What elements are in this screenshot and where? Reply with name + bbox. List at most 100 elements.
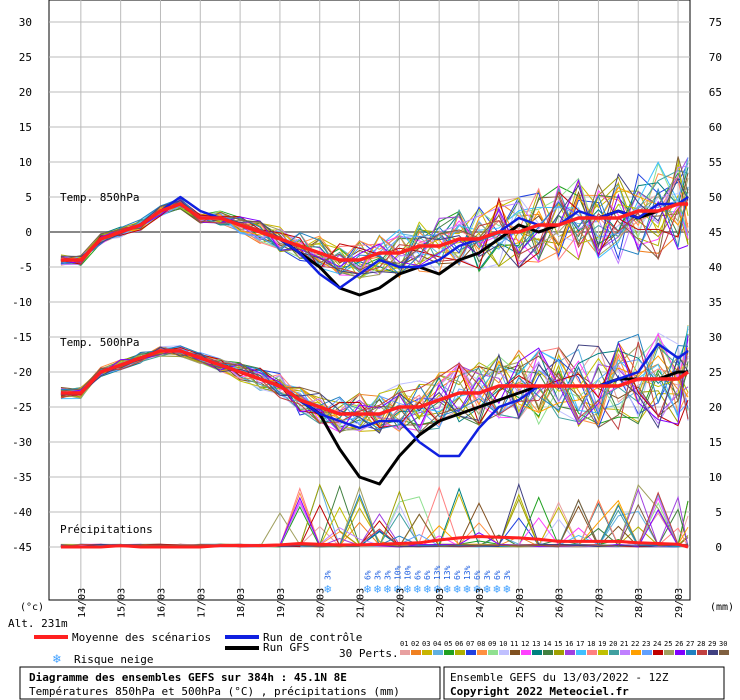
pert-swatch (565, 650, 575, 655)
legend-snow-label: Risque neige (74, 653, 153, 666)
pert-swatch (411, 650, 421, 655)
legend-perts-label: 30 Perts. (339, 647, 399, 660)
pert-850-line (60, 186, 689, 276)
left-tick-label: 25 (19, 51, 32, 64)
grid (48, 0, 691, 601)
date-tick-label: 22/03 (395, 588, 406, 618)
pert-number: 29 (708, 640, 716, 648)
left-tick-label: 5 (25, 191, 32, 204)
pert-number: 28 (697, 640, 705, 648)
pert-swatch (521, 650, 531, 655)
date-tick-label: 29/03 (674, 588, 685, 618)
pert-swatch (697, 650, 707, 655)
pert-number: 09 (488, 640, 496, 648)
snowflake-icon: ❄ (394, 582, 401, 596)
pert-swatch (686, 650, 696, 655)
pert-swatch (620, 650, 630, 655)
pert-swatch (488, 650, 498, 655)
pert-swatch (664, 650, 674, 655)
pert-number: 17 (576, 640, 584, 648)
left-tick-label: -25 (12, 401, 32, 414)
snow-risk-label: 3% (373, 570, 382, 580)
pert-swatch (422, 650, 432, 655)
left-tick-label: -35 (12, 471, 32, 484)
pert-swatch (609, 650, 619, 655)
altitude-label: Alt. 231m (8, 617, 68, 630)
snowflake-icon: ❄ (493, 582, 500, 596)
snowflake-icon: ❄ (434, 582, 441, 596)
snow-risk-label: 3% (503, 570, 512, 580)
pert-number: 11 (510, 640, 518, 648)
right-tick-label: 5 (715, 506, 722, 519)
left-tick-label: -30 (12, 436, 32, 449)
pert-swatch (510, 650, 520, 655)
left-tick-label: 0 (25, 226, 32, 239)
panel-label-850: Temp. 850hPa (60, 191, 139, 204)
snowflake-icon: ❄ (483, 582, 490, 596)
pert-number: 04 (433, 640, 441, 648)
pert-swatch (675, 650, 685, 655)
date-axis: 14/03 15/03 16/03 17/03 18/03 19/03 20/03 21/03… (77, 588, 685, 618)
left-tick-label: -15 (12, 331, 32, 344)
left-tick-label: 30 (19, 16, 32, 29)
pert-number: 15 (554, 640, 562, 648)
right-tick-label: 10 (709, 471, 722, 484)
right-tick-label: 20 (709, 401, 722, 414)
snow-risk-label: 6% (364, 570, 373, 580)
pert-500-line (60, 342, 689, 434)
right-tick-label: 25 (709, 366, 722, 379)
snowflake-icon: ❄ (384, 582, 391, 596)
date-tick-label: 16/03 (156, 588, 167, 618)
pert-number: 13 (532, 640, 540, 648)
snow-risk-label: 3% (383, 570, 392, 580)
copyright: Copyright 2022 Meteociel.fr (450, 685, 629, 698)
pert-500-line (60, 325, 689, 426)
pert-swatch (554, 650, 564, 655)
snow-risk-label: 6% (413, 570, 422, 580)
date-tick-label: 19/03 (276, 588, 287, 618)
date-tick-label: 23/03 (435, 588, 446, 618)
pert-number: 06 (455, 640, 463, 648)
pert-number: 20 (609, 640, 617, 648)
pert-number: 07 (466, 640, 474, 648)
right-tick-label: 15 (709, 436, 722, 449)
pert-number: 25 (664, 640, 672, 648)
info-box (443, 666, 725, 700)
right-tick-label: 55 (709, 156, 722, 169)
pert-number: 19 (598, 640, 606, 648)
mean-precip-line (60, 535, 689, 549)
pert-swatch (631, 650, 641, 655)
left-tick-label: -10 (12, 296, 32, 309)
pert-number: 24 (653, 640, 661, 648)
panel-label-precip: Précipitations (60, 523, 153, 536)
snowflake-icon: ❄ (364, 582, 371, 596)
right-tick-label: 50 (709, 191, 722, 204)
snowflake-icon: ❄ (503, 582, 510, 596)
pert-number: 16 (565, 640, 573, 648)
snow-risk-label: 3% (483, 570, 492, 580)
snow-risk-label: 10% (403, 565, 412, 580)
left-tick-label: -5 (19, 261, 32, 274)
pert-number: 08 (477, 640, 485, 648)
pert-swatch (576, 650, 586, 655)
pert-swatch (433, 650, 443, 655)
right-tick-label: 35 (709, 296, 722, 309)
pert-swatch (477, 650, 487, 655)
date-tick-label: 15/03 (117, 588, 128, 618)
pert-number: 14 (543, 640, 551, 648)
snow-risk-row: 3%❄6%❄3%❄3%❄10%❄10%❄6%❄6%❄13%❄13%❄6%❄13%… (324, 565, 512, 596)
right-tick-label: 60 (709, 121, 722, 134)
pert-swatch (598, 650, 608, 655)
pert-number: 30 (719, 640, 727, 648)
right-tick-label: 30 (709, 331, 722, 344)
snowflake-icon: ❄ (444, 582, 451, 596)
pert-number: 12 (521, 640, 529, 648)
right-tick-label: 75 (709, 16, 722, 29)
pert-number: 02 (411, 640, 419, 648)
pert-legend: 01 02 03 04 05 06 07 08 09 10 11 12 13 14 15 16 17 18 19 20… (400, 640, 729, 655)
pert-swatch (444, 650, 454, 655)
date-tick-label: 27/03 (594, 588, 605, 618)
pert-swatch (719, 650, 729, 655)
snowflake-icon: ❄ (52, 652, 61, 667)
